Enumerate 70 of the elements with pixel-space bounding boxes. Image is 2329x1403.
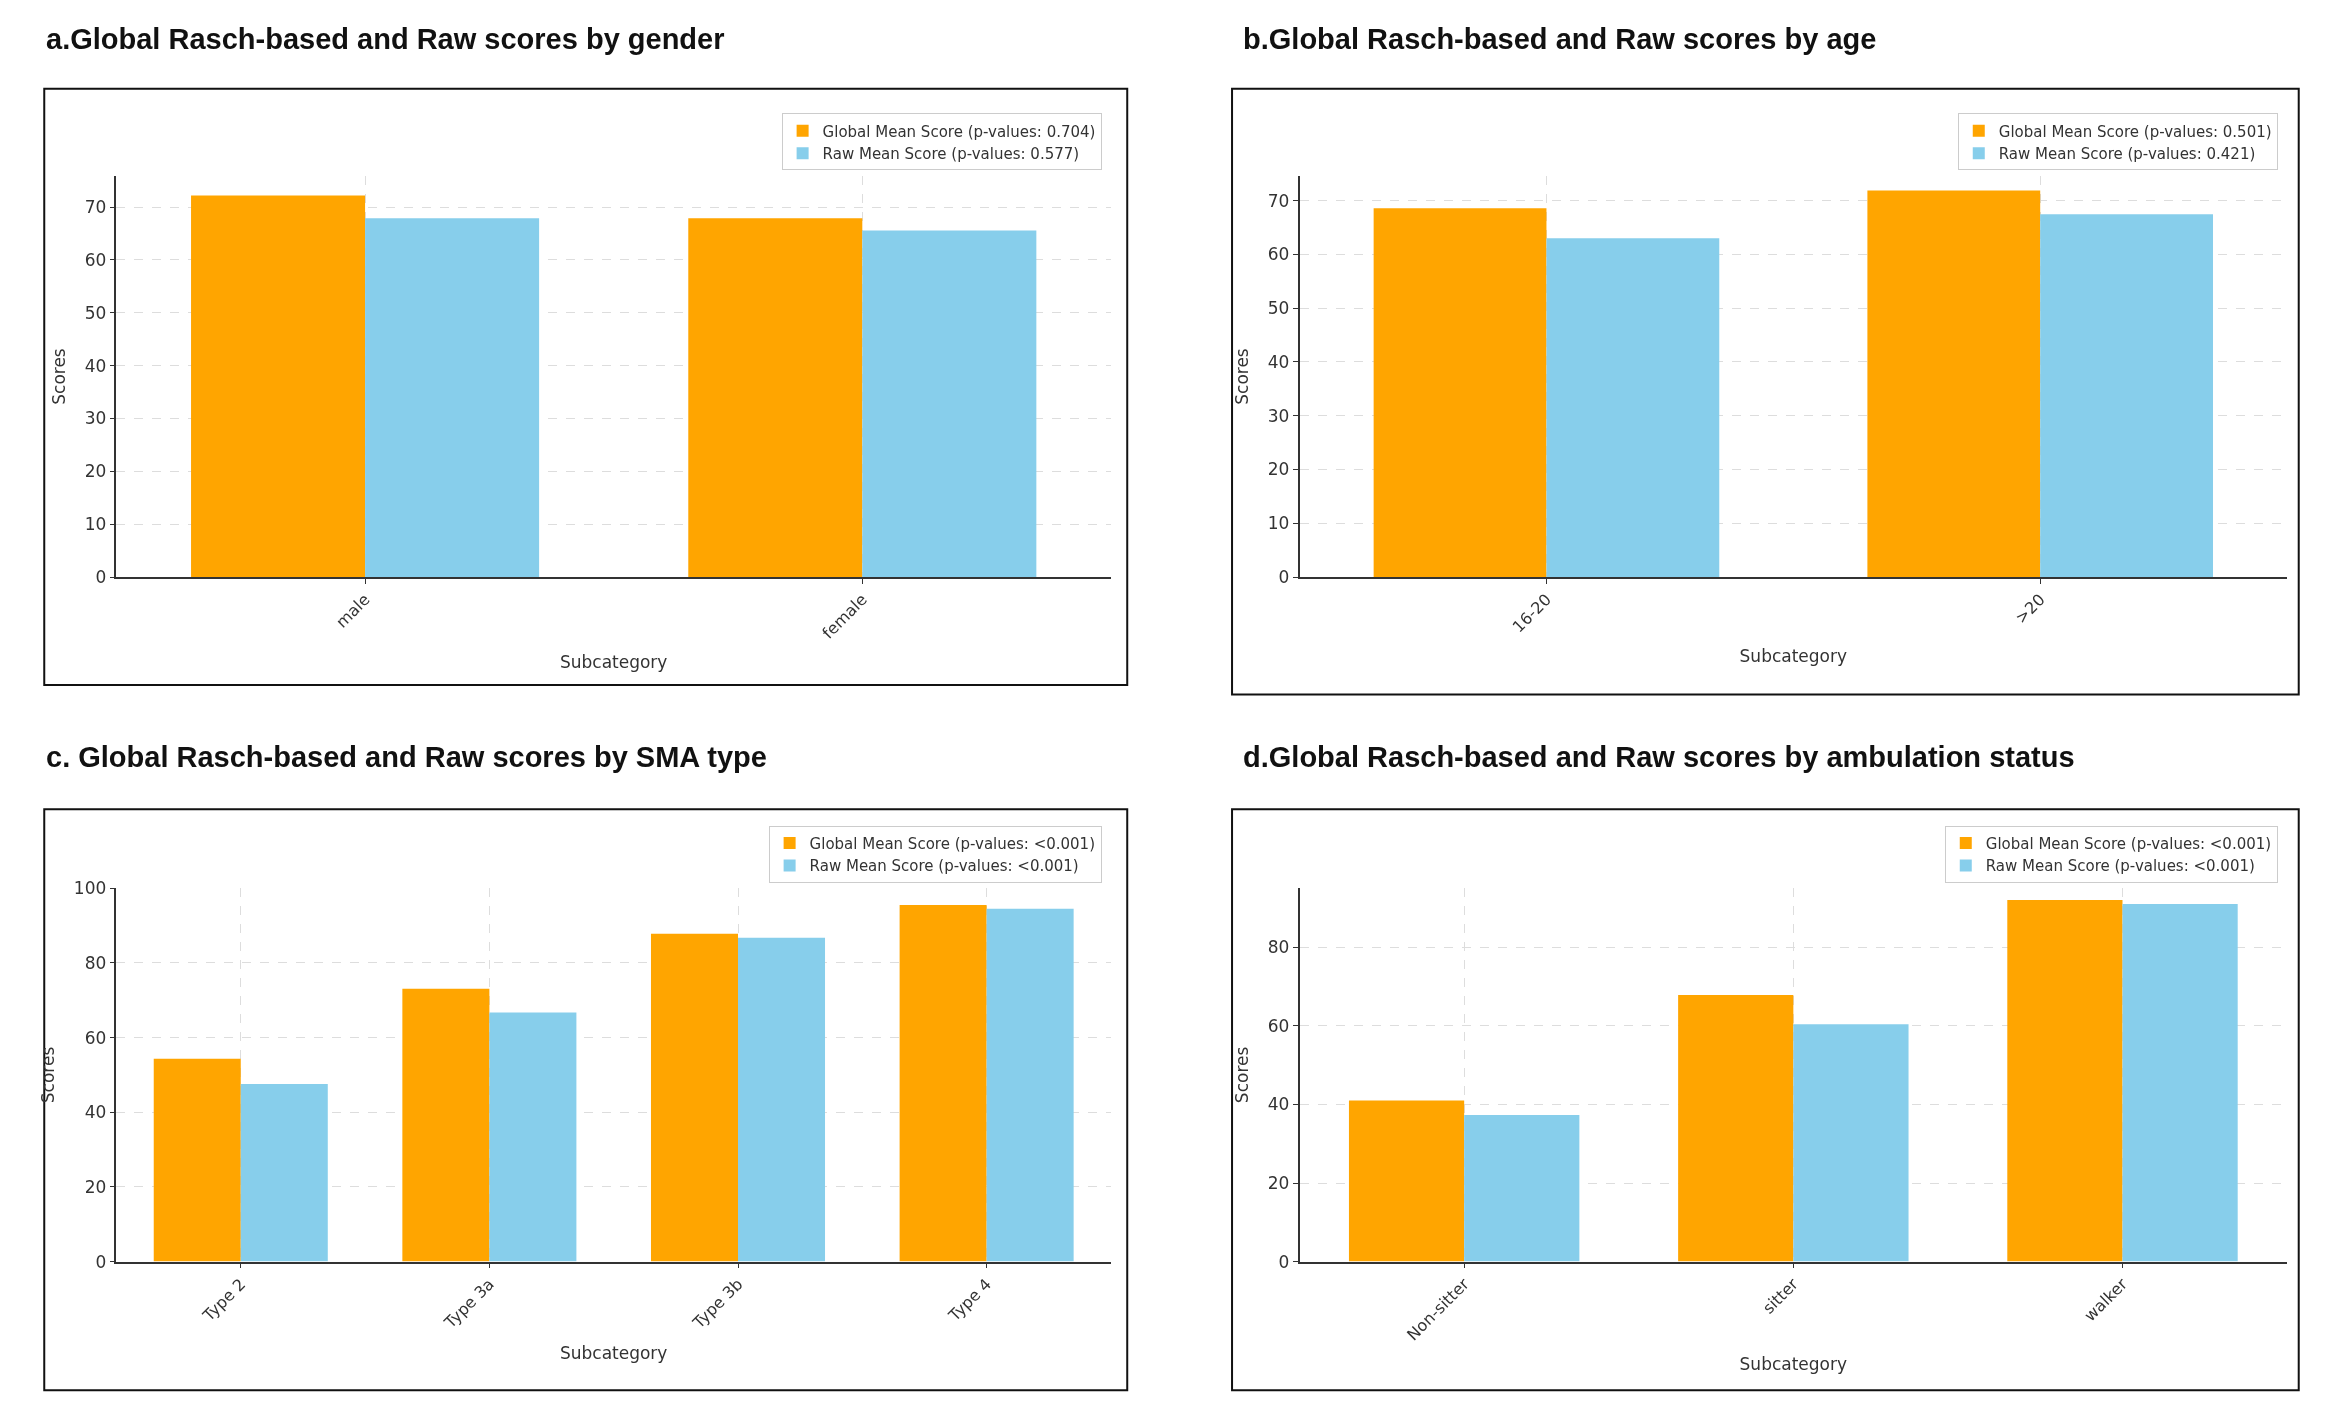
y-tick-label: 40 [84, 1102, 107, 1123]
legend-label: Global Mean Score (p-values: 0.501) [1998, 122, 2272, 141]
y-tick-label: 60 [1267, 1015, 1290, 1036]
y-tick-label: 70 [1267, 190, 1290, 211]
legend-label: Raw Mean Score (p-values: <0.001) [809, 857, 1079, 876]
legend-label: Global Mean Score (p-values: <0.001) [809, 834, 1096, 853]
x-tick-label: Type 3b [688, 1274, 747, 1333]
y-tick-label: 20 [84, 461, 107, 482]
y-tick-label: 50 [1267, 298, 1290, 319]
y-axis-title: Scores [1231, 1046, 1252, 1104]
legend-label: Raw Mean Score (p-values: <0.001) [1985, 857, 2255, 876]
y-tick-label: 0 [1278, 566, 1290, 587]
legend-label: Global Mean Score (p-values: <0.001) [1985, 834, 2272, 853]
bar [1546, 238, 1720, 578]
bar [986, 908, 1074, 1262]
bar [1678, 995, 1794, 1262]
y-tick-label: 100 [73, 878, 107, 899]
y-tick-label: 30 [84, 408, 107, 429]
bar [1793, 1024, 1909, 1262]
y-tick-label: 20 [1267, 459, 1290, 480]
bar [2007, 900, 2123, 1262]
y-tick-label: 70 [84, 197, 107, 218]
y-tick-label: 20 [84, 1176, 107, 1197]
bar [738, 937, 826, 1262]
y-tick-label: 0 [1278, 1251, 1290, 1272]
y-axis-title: Scores [48, 348, 69, 405]
y-tick-label: 30 [1267, 405, 1290, 426]
chart-title: d.Global Rasch-based and Raw scores by ambulation status [1243, 741, 2075, 773]
y-tick-label: 60 [1267, 244, 1290, 265]
x-axis-title: Subcategory [1739, 1354, 1848, 1375]
bar [650, 933, 738, 1262]
bar [1464, 1115, 1580, 1262]
bar [862, 230, 1037, 578]
y-axis-title: Scores [1231, 348, 1252, 405]
legend-label: Raw Mean Score (p-values: 0.577) [822, 145, 1080, 164]
x-axis-title: Subcategory [1739, 646, 1848, 667]
chart-title: a.Global Rasch-based and Raw scores by gender [46, 23, 725, 55]
y-tick-label: 0 [95, 566, 107, 587]
bar [402, 988, 490, 1262]
legend-label: Raw Mean Score (p-values: 0.421) [1998, 145, 2256, 164]
bar [2122, 903, 2238, 1262]
y-tick-label: 80 [1267, 937, 1290, 958]
legend-label: Global Mean Score (p-values: 0.704) [822, 122, 1096, 141]
x-axis-title: Subcategory [559, 1342, 668, 1363]
bar [1867, 190, 2041, 578]
bar [153, 1058, 241, 1262]
y-tick-label: 10 [1267, 513, 1290, 534]
y-tick-label: 40 [1267, 1094, 1290, 1115]
chart-title: c. Global Rasch-based and Raw scores by SMA type [46, 741, 767, 773]
y-tick-label: 0 [95, 1251, 107, 1272]
y-tick-label: 60 [84, 1027, 107, 1048]
y-axis-title: Scores [37, 1046, 58, 1104]
y-tick-label: 50 [84, 302, 107, 323]
x-axis-title: Subcategory [559, 652, 668, 673]
chart-title: b.Global Rasch-based and Raw scores by age [1243, 23, 1877, 55]
y-tick-label: 40 [84, 355, 107, 376]
y-tick-label: 20 [1267, 1172, 1290, 1193]
y-tick-label: 40 [1267, 351, 1290, 372]
bar [365, 218, 540, 578]
bar [1348, 1100, 1465, 1262]
bar [191, 195, 366, 578]
y-tick-label: 10 [84, 514, 107, 535]
y-tick-label: 60 [84, 249, 107, 270]
bar [688, 218, 863, 578]
bar [899, 905, 987, 1262]
bar [1373, 208, 1547, 578]
bar [2040, 214, 2214, 578]
bar [240, 1083, 328, 1262]
y-tick-label: 80 [84, 952, 107, 973]
bar [489, 1012, 577, 1262]
